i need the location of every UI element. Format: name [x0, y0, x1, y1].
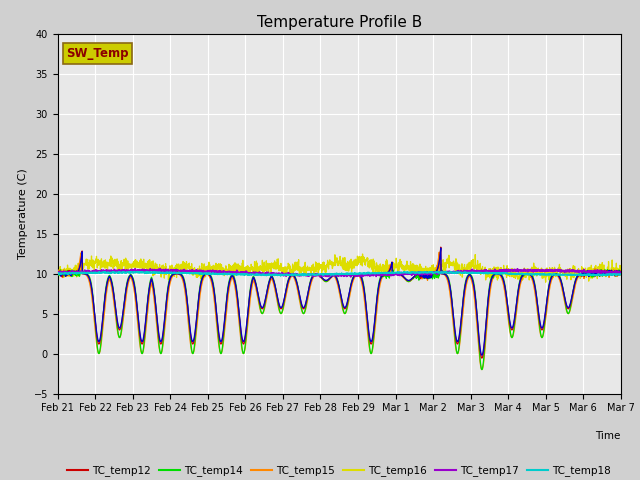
Line: TC_temp14: TC_temp14	[58, 269, 621, 370]
Legend: TC_temp12, TC_temp13, TC_temp14, TC_temp15, TC_temp16, TC_temp17, TC_temp18: TC_temp12, TC_temp13, TC_temp14, TC_temp…	[63, 461, 615, 480]
TC_temp13	[478, 352, 486, 358]
TC_temp12	[617, 268, 625, 274]
TC_temp16	[503, 263, 511, 268]
TC_temp12	[211, 293, 218, 299]
Line: TC_temp16: TC_temp16	[58, 254, 621, 282]
Text: Time: Time	[595, 432, 621, 442]
TC_temp15	[54, 268, 61, 274]
TC_temp17	[617, 270, 625, 276]
Line: TC_temp18: TC_temp18	[58, 272, 621, 276]
TC_temp18	[211, 271, 219, 277]
TC_temp16	[356, 253, 364, 259]
TC_temp17	[356, 273, 364, 279]
TC_temp12	[437, 244, 445, 250]
TC_temp14	[356, 272, 364, 277]
TC_temp15	[568, 301, 575, 307]
TC_temp12	[368, 340, 376, 346]
TC_temp14	[568, 298, 575, 304]
TC_temp17	[54, 271, 61, 276]
TC_temp18	[504, 271, 511, 276]
TC_temp13	[437, 245, 445, 251]
TC_temp14	[54, 272, 61, 278]
TC_temp15	[617, 272, 625, 278]
TC_temp13	[211, 292, 218, 298]
TC_temp15	[368, 350, 376, 356]
TC_temp18	[134, 269, 141, 275]
TC_temp17	[568, 268, 575, 274]
TC_temp17	[369, 272, 376, 277]
TC_temp18	[568, 272, 575, 278]
Text: SW_Temp: SW_Temp	[66, 47, 129, 60]
Title: Temperature Profile B: Temperature Profile B	[257, 15, 422, 30]
TC_temp15	[435, 249, 443, 255]
TC_temp16	[358, 251, 366, 257]
TC_temp13	[54, 271, 61, 277]
TC_temp15	[356, 274, 364, 279]
TC_temp17	[156, 266, 164, 272]
TC_temp17	[504, 269, 511, 275]
TC_temp16	[617, 269, 625, 275]
TC_temp12	[478, 355, 486, 361]
TC_temp17	[211, 269, 219, 275]
TC_temp14	[368, 349, 376, 355]
TC_temp13	[568, 296, 575, 301]
Y-axis label: Temperature (C): Temperature (C)	[18, 168, 28, 259]
TC_temp17	[347, 274, 355, 280]
TC_temp16	[583, 272, 591, 277]
TC_temp15	[211, 301, 218, 307]
TC_temp18	[617, 271, 625, 277]
TC_temp14	[504, 301, 511, 307]
TC_temp15	[478, 367, 486, 372]
TC_temp17	[583, 270, 591, 276]
TC_temp15	[504, 309, 511, 314]
TC_temp14	[211, 293, 219, 299]
TC_temp13	[356, 272, 364, 278]
TC_temp12	[356, 272, 364, 278]
Line: TC_temp12: TC_temp12	[58, 247, 621, 358]
TC_temp12	[54, 270, 61, 276]
Line: TC_temp17: TC_temp17	[58, 269, 621, 277]
TC_temp16	[568, 267, 575, 273]
TC_temp18	[276, 273, 284, 279]
TC_temp12	[568, 297, 575, 302]
TC_temp14	[617, 270, 625, 276]
TC_temp18	[54, 272, 61, 277]
Line: TC_temp15: TC_temp15	[58, 252, 621, 370]
TC_temp13	[583, 271, 591, 277]
TC_temp15	[583, 269, 591, 275]
TC_temp13	[368, 338, 376, 344]
TC_temp14	[478, 367, 486, 372]
TC_temp18	[369, 270, 376, 276]
TC_temp16	[54, 274, 61, 279]
TC_temp16	[542, 279, 550, 285]
TC_temp12	[583, 272, 591, 277]
TC_temp18	[356, 270, 364, 276]
TC_temp14	[583, 272, 591, 278]
Line: TC_temp13: TC_temp13	[58, 248, 621, 355]
TC_temp13	[617, 269, 625, 275]
TC_temp14	[172, 266, 180, 272]
TC_temp16	[368, 265, 376, 271]
TC_temp16	[211, 265, 218, 271]
TC_temp12	[504, 301, 511, 307]
TC_temp13	[504, 300, 511, 306]
TC_temp18	[583, 272, 591, 277]
